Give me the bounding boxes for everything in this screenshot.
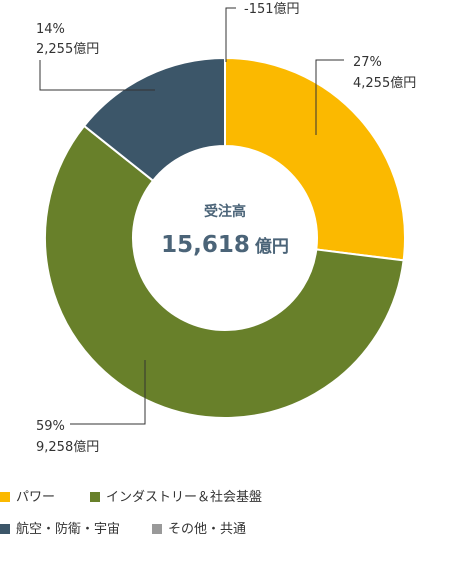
label-power-value: 4,255億円	[353, 75, 416, 91]
legend-label-aerospace: 航空・防衛・宇宙	[16, 522, 121, 537]
legend-item-industry: インダストリー＆社会基盤	[90, 486, 262, 505]
legend-label-power: パワー	[16, 490, 56, 505]
label-industry-percent: 59%	[36, 419, 65, 434]
legend-label-other: その他・共通	[168, 522, 247, 537]
leader-line-aerospace	[39, 60, 155, 91]
slice-power	[224, 56, 406, 262]
label-aerospace-value: 2,255億円	[36, 41, 99, 57]
leader-line-other	[225, 7, 236, 62]
label-power-percent: 27%	[353, 55, 382, 70]
center-unit: 億円	[255, 236, 289, 257]
legend-swatch-other	[152, 524, 162, 534]
legend-label-industry: インダストリー＆社会基盤	[106, 490, 263, 505]
label-aerospace-percent: 14%	[36, 22, 65, 37]
center-value-line: 15,618 億円	[161, 232, 289, 258]
label-other-value: -151億円	[244, 1, 300, 17]
donut-slices	[44, 56, 406, 419]
legend-item-aerospace: 航空・防衛・宇宙	[0, 518, 120, 537]
center-value: 15,618	[161, 232, 250, 258]
legend-item-other: その他・共通	[152, 518, 246, 537]
donut-chart: 27% 4,255億円 14% 2,255億円 -151億円 59% 9,258…	[36, 1, 416, 455]
legend-swatch-power	[0, 492, 10, 502]
leader-line-power	[315, 59, 344, 135]
legend-swatch-aerospace	[0, 524, 10, 534]
legend-item-power: パワー	[0, 486, 55, 505]
legend-swatch-industry	[90, 492, 100, 502]
label-industry-value: 9,258億円	[36, 439, 99, 455]
slice-industry	[44, 124, 405, 419]
center-title: 受注高	[204, 203, 246, 220]
slice-aerospace	[82, 56, 226, 183]
leader-line-industry	[70, 360, 146, 425]
